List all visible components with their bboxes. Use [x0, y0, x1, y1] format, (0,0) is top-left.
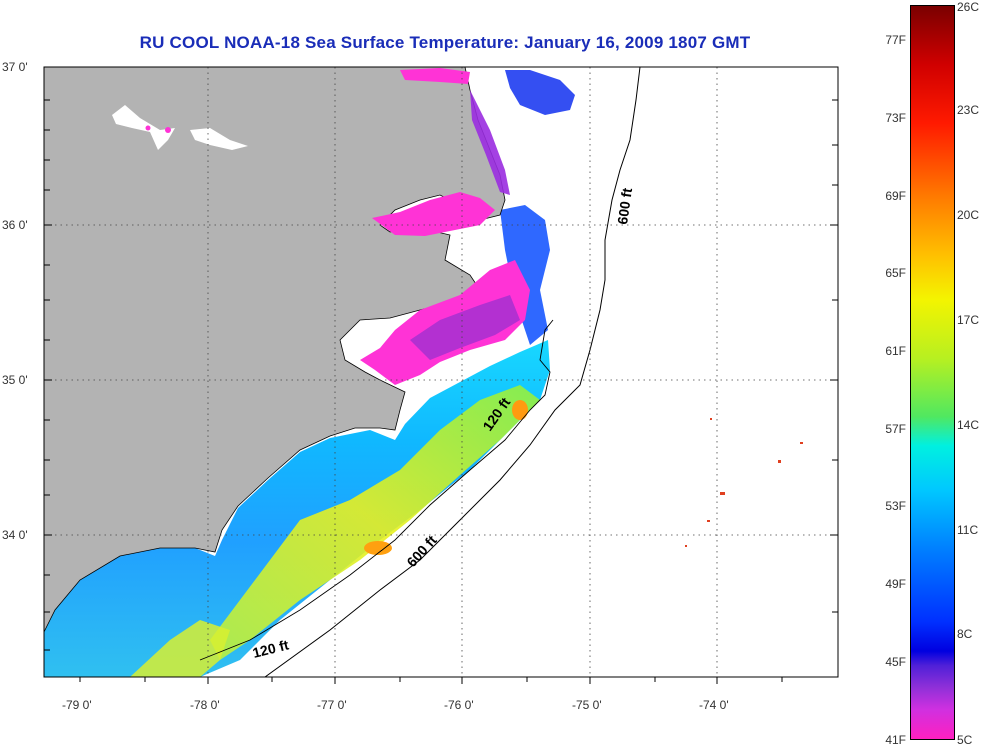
lat-label-36: 36 0'	[2, 218, 28, 232]
lat-lon-grid	[44, 67, 838, 677]
cb-f-77: 77F	[885, 33, 906, 47]
sst-orange-spot	[364, 541, 392, 555]
inland-lake-east	[190, 128, 248, 150]
lon-label-76: -76 0'	[444, 698, 474, 712]
contour-120ft	[199, 319, 554, 661]
pamlico-deep	[410, 295, 520, 360]
plot-frame	[43, 66, 839, 678]
contour-600ft	[264, 67, 641, 677]
cb-f-73: 73F	[885, 111, 906, 125]
cb-c-23: 23C	[957, 103, 980, 117]
lon-label-74: -74 0'	[699, 698, 729, 712]
inland-lake-west	[112, 105, 175, 150]
sst-orange-spot-2	[512, 400, 528, 420]
north-sound-strip	[400, 68, 470, 84]
lat-label-37: 37 0'	[2, 60, 28, 74]
cb-f-49: 49F	[885, 577, 906, 591]
cb-c-8: 8C	[957, 627, 973, 641]
lake-spot	[165, 127, 171, 133]
cb-f-41: 41F	[885, 733, 906, 747]
lon-label-78: -78 0'	[190, 698, 220, 712]
gulf-stream-dots	[685, 418, 803, 547]
sst-coastal-band	[44, 340, 550, 677]
temperature-colorbar	[910, 5, 955, 740]
cb-c-17: 17C	[957, 313, 980, 327]
land-mass	[44, 67, 506, 633]
cb-f-61: 61F	[885, 344, 906, 358]
cb-c-14: 14C	[957, 418, 980, 432]
sst-east-blue	[500, 205, 550, 345]
cb-f-69: 69F	[885, 189, 906, 203]
label-600ft-north: 600 ft	[614, 187, 635, 226]
cb-f-53: 53F	[885, 499, 906, 513]
lon-label-77: -77 0'	[317, 698, 347, 712]
cb-c-26: 26C	[957, 0, 980, 14]
axis-ticks	[44, 99, 838, 684]
cb-f-65: 65F	[885, 266, 906, 280]
cb-c-5: 5C	[957, 733, 973, 747]
cb-f-45: 45F	[885, 655, 906, 669]
cb-f-57: 57F	[885, 422, 906, 436]
map-title: RU COOL NOAA-18 Sea Surface Temperature:…	[139, 33, 751, 52]
currituck-sound	[470, 90, 510, 195]
lon-label-75: -75 0'	[572, 698, 602, 712]
sst-south-warm	[130, 620, 230, 677]
lat-label-34: 34 0'	[2, 528, 28, 542]
lon-label-79: -79 0'	[62, 698, 92, 712]
lat-label-35: 35 0'	[2, 373, 28, 387]
lake-spot-2	[145, 125, 151, 131]
sst-north-blue	[505, 70, 575, 115]
cb-c-20: 20C	[957, 208, 980, 222]
cb-c-11: 11C	[957, 523, 979, 537]
sst-warm-patch	[210, 385, 540, 660]
